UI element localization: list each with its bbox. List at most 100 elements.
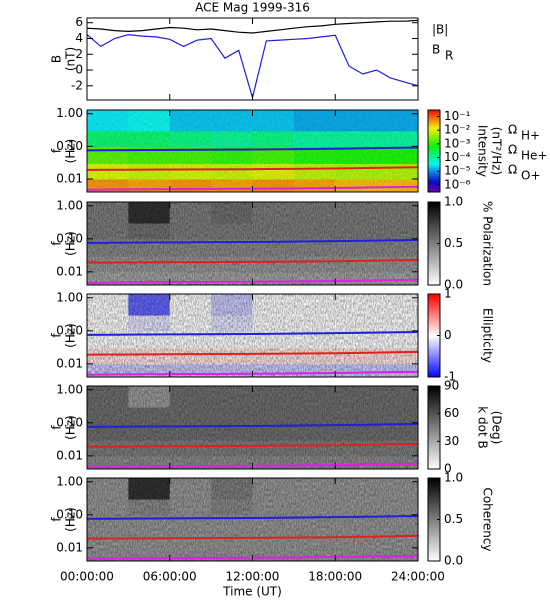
colorbar-frame bbox=[427, 109, 441, 193]
y-tick-label: 0.10 bbox=[56, 507, 83, 521]
colorbar-step bbox=[428, 354, 440, 357]
colorbar-step bbox=[428, 280, 440, 284]
y-axis-label: f bbox=[50, 241, 64, 246]
colorbar-step bbox=[428, 360, 440, 363]
colorbar-step bbox=[428, 525, 440, 529]
colorbar-step bbox=[428, 153, 440, 156]
colorbar-step bbox=[428, 511, 440, 514]
x-tick-label: 12:00:00 bbox=[226, 570, 280, 584]
colorbar-step bbox=[428, 296, 440, 299]
colorbar-step bbox=[428, 412, 440, 416]
colorbar-tick-label: 60 bbox=[444, 406, 459, 420]
colorbar-step bbox=[428, 356, 440, 359]
colorbar-step bbox=[428, 116, 440, 119]
colorbar-step bbox=[428, 124, 440, 127]
colorbar-label: k dot B bbox=[476, 406, 490, 448]
colorbar-step bbox=[428, 308, 440, 312]
colorbar-step bbox=[428, 262, 440, 265]
colorbar-step bbox=[428, 165, 440, 168]
colorbar-step bbox=[428, 509, 440, 512]
colorbar-step bbox=[428, 542, 440, 545]
colorbar-step bbox=[428, 270, 440, 274]
colorbar-step bbox=[428, 243, 440, 247]
colorbar-step bbox=[428, 439, 440, 443]
series-line bbox=[87, 534, 418, 540]
colorbar-step bbox=[428, 368, 440, 372]
colorbar-step bbox=[428, 282, 440, 286]
colorbar-step bbox=[428, 345, 440, 349]
colorbar-step bbox=[428, 527, 440, 531]
colorbar-tick-label: 0.5 bbox=[444, 512, 463, 526]
colorbar-step bbox=[428, 258, 440, 261]
legend-subscript: He+ bbox=[521, 149, 547, 163]
colorbar-step bbox=[428, 151, 440, 154]
colorbar-step bbox=[428, 427, 440, 431]
colorbar-step bbox=[428, 519, 440, 523]
y-tick-label: 1.00 bbox=[56, 290, 83, 304]
colorbar-label: Intensity bbox=[476, 125, 490, 177]
colorbar-step bbox=[428, 433, 440, 437]
colorbar-step bbox=[428, 415, 440, 418]
y-tick-label: 1.00 bbox=[56, 382, 83, 396]
colorbar-step bbox=[428, 500, 440, 504]
y-tick-label: 0.10 bbox=[56, 231, 83, 245]
colorbar-step bbox=[428, 536, 440, 539]
colorbar-step bbox=[428, 456, 440, 460]
y-tick-label: 1.00 bbox=[56, 198, 83, 212]
colorbar-step bbox=[428, 224, 440, 228]
colorbar-step bbox=[428, 480, 440, 483]
colorbar-step bbox=[428, 314, 440, 318]
colorbar-step bbox=[428, 306, 440, 310]
colorbar-step bbox=[428, 177, 440, 181]
colorbar-tick-label: -1 bbox=[444, 370, 456, 384]
colorbar-step bbox=[428, 464, 440, 468]
chart-title: ACE Mag 1999-316 bbox=[195, 1, 310, 15]
colorbar-step bbox=[428, 212, 440, 215]
y-tick-label: 0.01 bbox=[56, 172, 83, 186]
colorbar-step bbox=[428, 331, 440, 334]
colorbar-step bbox=[428, 425, 440, 428]
colorbar-step bbox=[428, 300, 440, 303]
colorbar-step bbox=[428, 419, 440, 422]
colorbar-step bbox=[428, 159, 440, 162]
colorbar-step bbox=[428, 482, 440, 485]
colorbar-step bbox=[428, 122, 440, 125]
y-tick-label: 1.00 bbox=[56, 106, 83, 120]
series-line bbox=[87, 331, 418, 336]
colorbar-step bbox=[428, 556, 440, 560]
colorbar-step bbox=[428, 442, 440, 445]
colorbar-step bbox=[428, 327, 440, 330]
y-tick-label: 2 bbox=[75, 47, 83, 61]
y-axis-label: f bbox=[50, 333, 64, 338]
colorbar-step bbox=[428, 255, 440, 259]
colorbar-step bbox=[428, 110, 440, 113]
colorbar-step bbox=[428, 136, 440, 140]
colorbar-step bbox=[428, 488, 440, 491]
colorbar-step bbox=[428, 513, 440, 516]
legend-subscript: O+ bbox=[521, 169, 541, 183]
y-axis-label: B bbox=[50, 55, 64, 63]
colorbar-step bbox=[428, 128, 440, 131]
colorbar-tick-label: 10⁻¹ bbox=[444, 109, 471, 123]
y-tick-label: 4 bbox=[75, 31, 83, 45]
x-tick-label: 06:00:00 bbox=[143, 570, 197, 584]
colorbar-tick-label: 0.0 bbox=[444, 278, 463, 292]
colorbar-step bbox=[428, 163, 440, 166]
y-tick-label: 6 bbox=[75, 15, 83, 29]
colorbar-step bbox=[428, 494, 440, 498]
colorbar-step bbox=[428, 245, 440, 249]
colorbar-tick-label: 0 bbox=[444, 462, 452, 476]
colorbar-step bbox=[428, 435, 440, 439]
panel-frame bbox=[86, 17, 419, 101]
colorbar-step bbox=[428, 523, 440, 527]
colorbar-tick-label: 10⁻² bbox=[444, 123, 471, 137]
colorbar-step bbox=[428, 208, 440, 211]
colorbar-step bbox=[428, 138, 440, 142]
colorbar-step bbox=[428, 502, 440, 506]
colorbar-step bbox=[428, 529, 440, 533]
colorbar-step bbox=[428, 490, 440, 494]
series-line bbox=[87, 19, 418, 34]
colorbar-tick-label: 10⁻⁶ bbox=[444, 177, 471, 191]
y-axis-label: (nT) bbox=[64, 47, 78, 71]
